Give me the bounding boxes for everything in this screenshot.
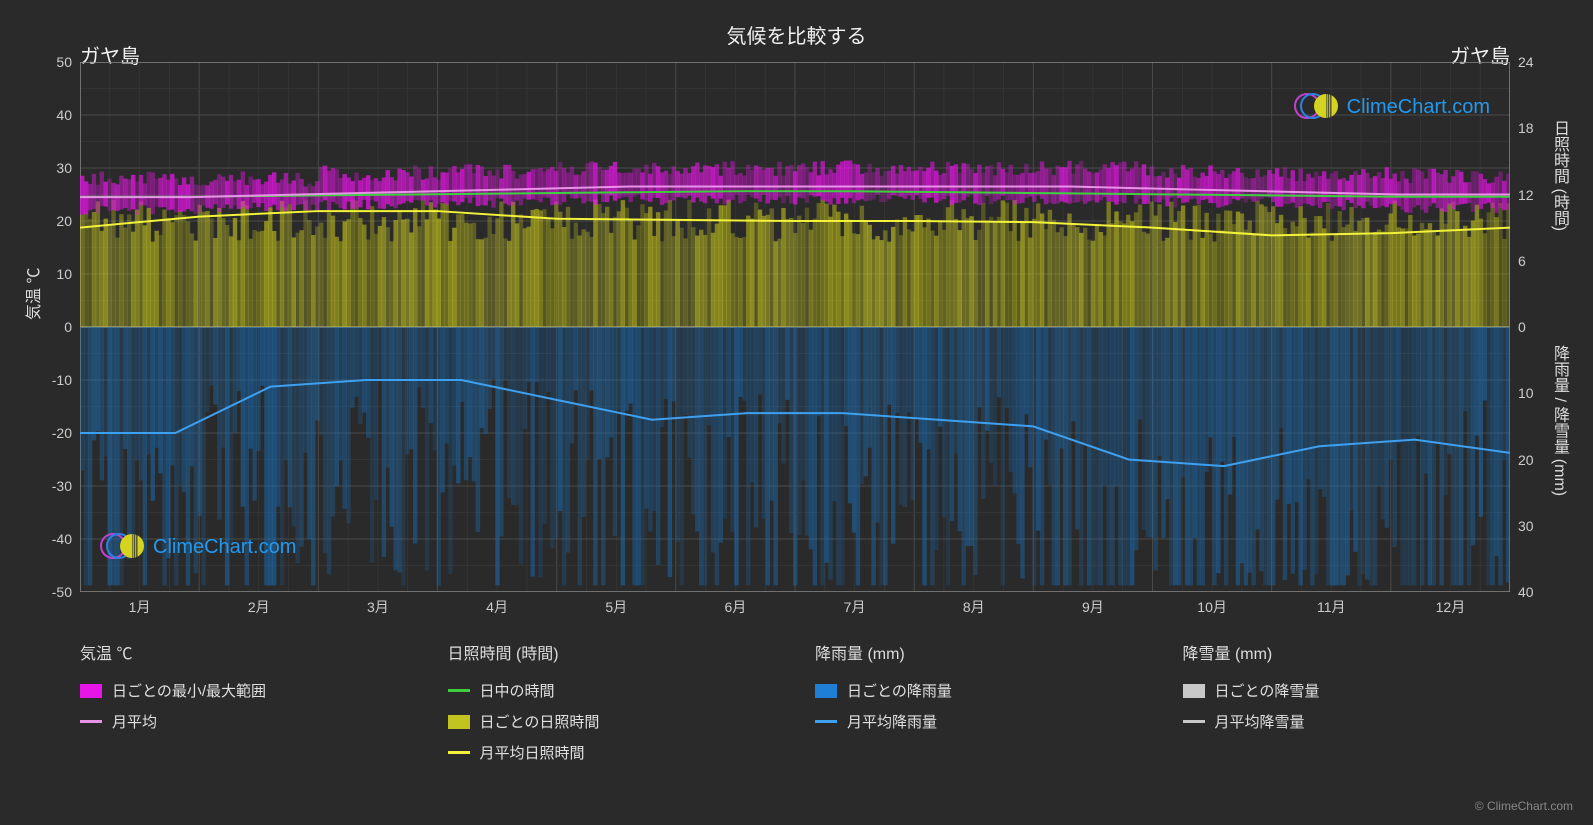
legend-label: 日ごとの最小/最大範囲	[112, 680, 266, 701]
y-left-tick: -50	[32, 584, 72, 600]
y-left-tick: -30	[32, 478, 72, 494]
legend-item: 月平均降雨量	[815, 711, 1143, 732]
x-tick-month: 9月	[1082, 597, 1104, 617]
legend-swatch	[448, 715, 470, 729]
y-right-tick: 0	[1518, 319, 1558, 335]
y-right-axis-label-bottom: 降雨量 / 降雪量 (mm)	[1547, 345, 1571, 496]
y-left-tick: 10	[32, 266, 72, 282]
legend: 気温 ℃ 日ごとの最小/最大範囲月平均 日照時間 (時間) 日中の時間日ごとの日照時間…	[80, 640, 1510, 763]
chart-plot-area: -50-40-30-20-100102030405006121824102030…	[80, 62, 1510, 592]
legend-label: 月平均	[112, 711, 157, 732]
x-tick-month: 10月	[1197, 597, 1227, 617]
legend-group: 降雨量 (mm) 日ごとの降雨量月平均降雨量	[815, 640, 1143, 763]
y-right-tick: 40	[1518, 584, 1558, 600]
x-tick-month: 8月	[963, 597, 985, 617]
legend-label: 月平均降雪量	[1215, 711, 1305, 732]
chart-title: 気候を比較する	[0, 0, 1593, 49]
legend-item: 月平均日照時間	[448, 742, 776, 763]
y-left-tick: 20	[32, 213, 72, 229]
legend-swatch	[448, 689, 470, 692]
x-tick-month: 6月	[725, 597, 747, 617]
legend-header: 気温 ℃	[80, 640, 408, 664]
legend-label: 月平均日照時間	[480, 742, 585, 763]
legend-group: 降雪量 (mm) 日ごとの降雪量月平均降雪量	[1183, 640, 1511, 763]
legend-label: 日ごとの降雪量	[1215, 680, 1320, 701]
y-right-tick: 30	[1518, 518, 1558, 534]
x-tick-month: 12月	[1436, 597, 1466, 617]
legend-group: 日照時間 (時間) 日中の時間日ごとの日照時間月平均日照時間	[448, 640, 776, 763]
copyright: © ClimeChart.com	[1475, 799, 1573, 813]
y-right-tick: 20	[1518, 452, 1558, 468]
legend-group: 気温 ℃ 日ごとの最小/最大範囲月平均	[80, 640, 408, 763]
y-right-tick: 6	[1518, 253, 1558, 269]
x-tick-month: 11月	[1317, 597, 1346, 617]
y-left-tick: -20	[32, 425, 72, 441]
watermark-text: ClimeChart.com	[153, 536, 296, 559]
x-tick-month: 4月	[486, 597, 508, 617]
legend-item: 日ごとの降雪量	[1183, 680, 1511, 701]
chart-svg	[80, 62, 1510, 592]
legend-swatch	[80, 684, 102, 698]
legend-item: 月平均	[80, 711, 408, 732]
legend-label: 日ごとの日照時間	[480, 711, 600, 732]
x-tick-month: 5月	[605, 597, 627, 617]
y-right-tick: 12	[1518, 187, 1558, 203]
watermark-top: ClimeChart.com	[1294, 92, 1490, 122]
legend-header: 降雪量 (mm)	[1183, 640, 1511, 664]
legend-label: 月平均降雨量	[847, 711, 937, 732]
y-left-tick: -10	[32, 372, 72, 388]
x-tick-month: 1月	[129, 597, 151, 617]
legend-swatch	[815, 720, 837, 723]
legend-label: 日ごとの降雨量	[847, 680, 952, 701]
legend-item: 日ごとの最小/最大範囲	[80, 680, 408, 701]
y-left-tick: 40	[32, 107, 72, 123]
legend-item: 日中の時間	[448, 680, 776, 701]
y-right-tick: 24	[1518, 54, 1558, 70]
y-left-tick: -40	[32, 531, 72, 547]
x-tick-month: 2月	[248, 597, 270, 617]
legend-swatch	[80, 720, 102, 723]
legend-swatch	[1183, 684, 1205, 698]
y-left-tick: 50	[32, 54, 72, 70]
climechart-logo-icon	[100, 532, 145, 562]
x-tick-month: 3月	[367, 597, 389, 617]
legend-header: 降雨量 (mm)	[815, 640, 1143, 664]
legend-label: 日中の時間	[480, 680, 555, 701]
legend-item: 月平均降雪量	[1183, 711, 1511, 732]
climechart-logo-icon	[1294, 92, 1339, 122]
legend-swatch	[1183, 720, 1205, 723]
y-left-tick: 30	[32, 160, 72, 176]
y-right-tick: 10	[1518, 385, 1558, 401]
legend-item: 日ごとの降雨量	[815, 680, 1143, 701]
legend-header: 日照時間 (時間)	[448, 640, 776, 664]
x-tick-month: 7月	[844, 597, 866, 617]
legend-swatch	[448, 751, 470, 754]
watermark-bottom: ClimeChart.com	[100, 532, 296, 562]
y-right-axis-label-top: 日照時間 (時間)	[1547, 120, 1571, 231]
legend-item: 日ごとの日照時間	[448, 711, 776, 732]
y-right-tick: 18	[1518, 120, 1558, 136]
legend-swatch	[815, 684, 837, 698]
y-left-tick: 0	[32, 319, 72, 335]
watermark-text: ClimeChart.com	[1347, 96, 1490, 119]
